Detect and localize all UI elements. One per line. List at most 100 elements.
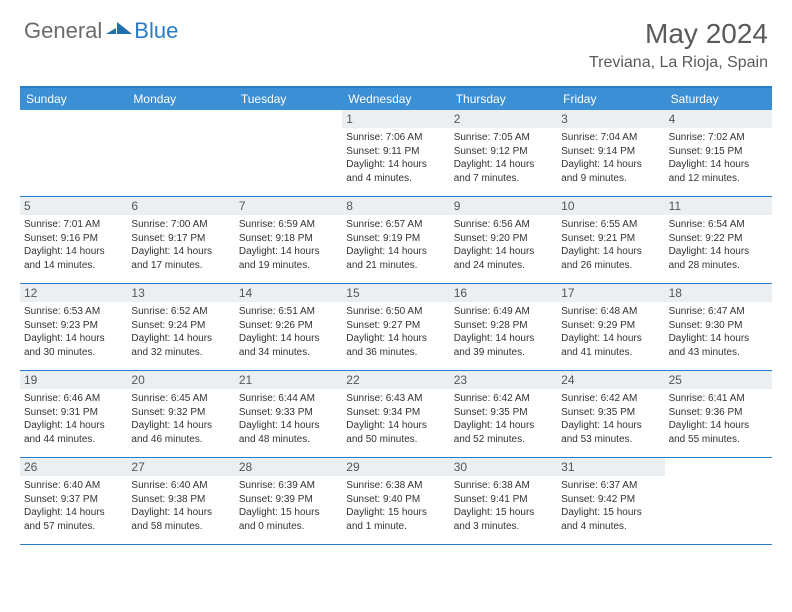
day-number: 5	[20, 197, 127, 215]
sunrise-text: Sunrise: 6:38 AM	[346, 479, 445, 493]
sunrise-text: Sunrise: 6:50 AM	[346, 305, 445, 319]
sunrise-text: Sunrise: 6:56 AM	[454, 218, 553, 232]
day-cell: 1Sunrise: 7:06 AMSunset: 9:11 PMDaylight…	[342, 110, 449, 196]
daylight-text: Daylight: 14 hours and 24 minutes.	[454, 245, 553, 272]
daylight-text: Daylight: 14 hours and 34 minutes.	[239, 332, 338, 359]
sunset-text: Sunset: 9:12 PM	[454, 145, 553, 159]
logo: General Blue	[24, 18, 178, 44]
sunset-text: Sunset: 9:20 PM	[454, 232, 553, 246]
day-details: Sunrise: 7:01 AMSunset: 9:16 PMDaylight:…	[20, 215, 127, 276]
sunset-text: Sunset: 9:31 PM	[24, 406, 123, 420]
location-label: Treviana, La Rioja, Spain	[589, 54, 768, 72]
sunset-text: Sunset: 9:38 PM	[131, 493, 230, 507]
sunrise-text: Sunrise: 6:53 AM	[24, 305, 123, 319]
sunset-text: Sunset: 9:32 PM	[131, 406, 230, 420]
sunrise-text: Sunrise: 6:57 AM	[346, 218, 445, 232]
sunset-text: Sunset: 9:26 PM	[239, 319, 338, 333]
day-number: 20	[127, 371, 234, 389]
sunrise-text: Sunrise: 6:45 AM	[131, 392, 230, 406]
day-details: Sunrise: 6:43 AMSunset: 9:34 PMDaylight:…	[342, 389, 449, 450]
day-details: Sunrise: 6:40 AMSunset: 9:37 PMDaylight:…	[20, 476, 127, 537]
sunset-text: Sunset: 9:39 PM	[239, 493, 338, 507]
sunrise-text: Sunrise: 7:01 AM	[24, 218, 123, 232]
day-number: 31	[557, 458, 664, 476]
day-details: Sunrise: 6:46 AMSunset: 9:31 PMDaylight:…	[20, 389, 127, 450]
day-details: Sunrise: 6:47 AMSunset: 9:30 PMDaylight:…	[665, 302, 772, 363]
day-number: 26	[20, 458, 127, 476]
daylight-text: Daylight: 15 hours and 0 minutes.	[239, 506, 338, 533]
day-number: 23	[450, 371, 557, 389]
sunset-text: Sunset: 9:21 PM	[561, 232, 660, 246]
day-cell: 30Sunrise: 6:38 AMSunset: 9:41 PMDayligh…	[450, 458, 557, 544]
day-number: 19	[20, 371, 127, 389]
sunrise-text: Sunrise: 6:46 AM	[24, 392, 123, 406]
day-details: Sunrise: 6:53 AMSunset: 9:23 PMDaylight:…	[20, 302, 127, 363]
daylight-text: Daylight: 14 hours and 39 minutes.	[454, 332, 553, 359]
sunset-text: Sunset: 9:35 PM	[454, 406, 553, 420]
day-details: Sunrise: 6:55 AMSunset: 9:21 PMDaylight:…	[557, 215, 664, 276]
weekday-header: Sunday	[20, 88, 127, 110]
daylight-text: Daylight: 14 hours and 55 minutes.	[669, 419, 768, 446]
sunset-text: Sunset: 9:36 PM	[669, 406, 768, 420]
weekday-header: Saturday	[665, 88, 772, 110]
day-cell: .	[20, 110, 127, 196]
week-row: ...1Sunrise: 7:06 AMSunset: 9:11 PMDayli…	[20, 110, 772, 197]
day-details: Sunrise: 6:38 AMSunset: 9:41 PMDaylight:…	[450, 476, 557, 537]
calendar: SundayMondayTuesdayWednesdayThursdayFrid…	[20, 86, 772, 545]
day-cell: 5Sunrise: 7:01 AMSunset: 9:16 PMDaylight…	[20, 197, 127, 283]
day-cell: 13Sunrise: 6:52 AMSunset: 9:24 PMDayligh…	[127, 284, 234, 370]
day-cell: .	[665, 458, 772, 544]
day-number: 12	[20, 284, 127, 302]
sunset-text: Sunset: 9:29 PM	[561, 319, 660, 333]
weekday-header: Wednesday	[342, 88, 449, 110]
day-number: 24	[557, 371, 664, 389]
logo-text-blue: Blue	[134, 18, 178, 44]
daylight-text: Daylight: 14 hours and 17 minutes.	[131, 245, 230, 272]
day-cell: 7Sunrise: 6:59 AMSunset: 9:18 PMDaylight…	[235, 197, 342, 283]
day-number: 13	[127, 284, 234, 302]
daylight-text: Daylight: 14 hours and 36 minutes.	[346, 332, 445, 359]
sunrise-text: Sunrise: 6:54 AM	[669, 218, 768, 232]
daylight-text: Daylight: 14 hours and 26 minutes.	[561, 245, 660, 272]
day-details: Sunrise: 6:42 AMSunset: 9:35 PMDaylight:…	[450, 389, 557, 450]
daylight-text: Daylight: 15 hours and 1 minute.	[346, 506, 445, 533]
sunrise-text: Sunrise: 6:43 AM	[346, 392, 445, 406]
sunrise-text: Sunrise: 7:05 AM	[454, 131, 553, 145]
sunrise-text: Sunrise: 6:51 AM	[239, 305, 338, 319]
sunset-text: Sunset: 9:15 PM	[669, 145, 768, 159]
sunrise-text: Sunrise: 6:42 AM	[454, 392, 553, 406]
day-number: 15	[342, 284, 449, 302]
logo-text-general: General	[24, 18, 102, 44]
day-cell: 12Sunrise: 6:53 AMSunset: 9:23 PMDayligh…	[20, 284, 127, 370]
sunrise-text: Sunrise: 6:41 AM	[669, 392, 768, 406]
day-number: 10	[557, 197, 664, 215]
sunrise-text: Sunrise: 6:48 AM	[561, 305, 660, 319]
day-cell: 8Sunrise: 6:57 AMSunset: 9:19 PMDaylight…	[342, 197, 449, 283]
daylight-text: Daylight: 14 hours and 52 minutes.	[454, 419, 553, 446]
day-details: Sunrise: 6:51 AMSunset: 9:26 PMDaylight:…	[235, 302, 342, 363]
sunrise-text: Sunrise: 6:40 AM	[131, 479, 230, 493]
day-number: 2	[450, 110, 557, 128]
day-details: Sunrise: 7:02 AMSunset: 9:15 PMDaylight:…	[665, 128, 772, 189]
day-cell: 14Sunrise: 6:51 AMSunset: 9:26 PMDayligh…	[235, 284, 342, 370]
day-details: Sunrise: 6:50 AMSunset: 9:27 PMDaylight:…	[342, 302, 449, 363]
day-details: Sunrise: 6:56 AMSunset: 9:20 PMDaylight:…	[450, 215, 557, 276]
day-cell: 27Sunrise: 6:40 AMSunset: 9:38 PMDayligh…	[127, 458, 234, 544]
daylight-text: Daylight: 14 hours and 48 minutes.	[239, 419, 338, 446]
daylight-text: Daylight: 14 hours and 4 minutes.	[346, 158, 445, 185]
daylight-text: Daylight: 15 hours and 3 minutes.	[454, 506, 553, 533]
week-row: 5Sunrise: 7:01 AMSunset: 9:16 PMDaylight…	[20, 197, 772, 284]
day-number: 4	[665, 110, 772, 128]
week-row: 26Sunrise: 6:40 AMSunset: 9:37 PMDayligh…	[20, 458, 772, 545]
sunrise-text: Sunrise: 6:42 AM	[561, 392, 660, 406]
day-cell: 4Sunrise: 7:02 AMSunset: 9:15 PMDaylight…	[665, 110, 772, 196]
day-cell: 15Sunrise: 6:50 AMSunset: 9:27 PMDayligh…	[342, 284, 449, 370]
day-number: 22	[342, 371, 449, 389]
day-number: 28	[235, 458, 342, 476]
day-details: Sunrise: 7:00 AMSunset: 9:17 PMDaylight:…	[127, 215, 234, 276]
day-number: 3	[557, 110, 664, 128]
sunset-text: Sunset: 9:19 PM	[346, 232, 445, 246]
day-details: Sunrise: 6:52 AMSunset: 9:24 PMDaylight:…	[127, 302, 234, 363]
sunset-text: Sunset: 9:17 PM	[131, 232, 230, 246]
day-cell: 28Sunrise: 6:39 AMSunset: 9:39 PMDayligh…	[235, 458, 342, 544]
